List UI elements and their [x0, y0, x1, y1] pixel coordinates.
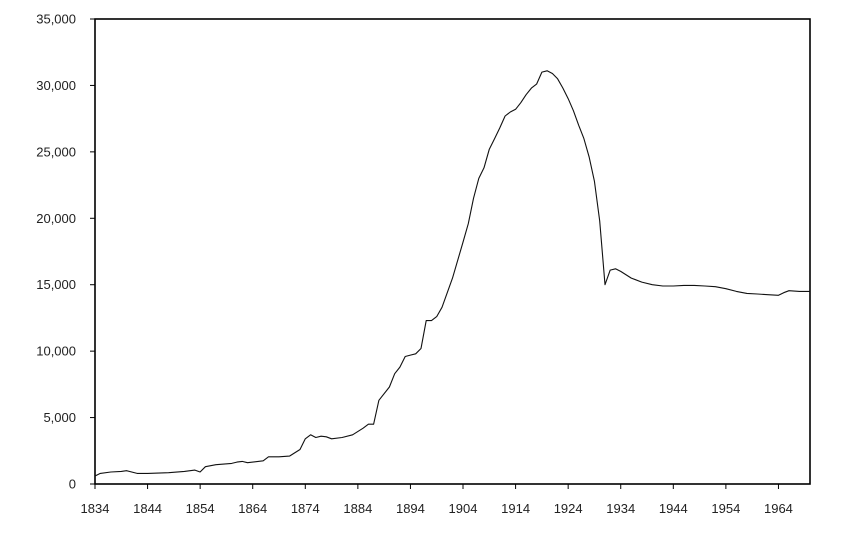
y-tick-label: 20,000 — [36, 211, 76, 226]
y-tick-label: 15,000 — [36, 277, 76, 292]
x-tick-label: 1854 — [186, 501, 215, 516]
x-tick-label: 1954 — [711, 501, 740, 516]
x-axis: 1834 1844 1854 1864 1874 1884 1894 1904 1914 1924… — [81, 484, 793, 516]
y-tick-label: 30,000 — [36, 78, 76, 93]
y-tick-label: 10,000 — [36, 344, 76, 359]
x-tick-label: 1914 — [501, 501, 530, 516]
x-tick-label: 1934 — [606, 501, 635, 516]
x-tick-label: 1844 — [133, 501, 162, 516]
x-tick-label: 1924 — [554, 501, 583, 516]
x-tick-label: 1944 — [659, 501, 688, 516]
y-tick-label: 0 — [69, 477, 76, 492]
x-tick-label: 1904 — [449, 501, 478, 516]
x-tick-label: 1884 — [343, 501, 372, 516]
x-tick-label: 1874 — [291, 501, 320, 516]
x-tick-label: 1834 — [81, 501, 110, 516]
y-tick-label: 25,000 — [36, 144, 76, 159]
series-line — [94, 70, 810, 477]
plot-area-frame — [94, 18, 811, 485]
y-tick-label: 35,000 — [36, 12, 76, 27]
x-tick-label: 1894 — [396, 501, 425, 516]
y-axis: 0 5,000 10,000 15,000 20,000 25,000 30,000 35,0… — [36, 12, 95, 492]
x-tick-label: 1964 — [764, 501, 793, 516]
x-tick-label: 1864 — [238, 501, 267, 516]
y-tick-label: 5,000 — [43, 410, 76, 425]
